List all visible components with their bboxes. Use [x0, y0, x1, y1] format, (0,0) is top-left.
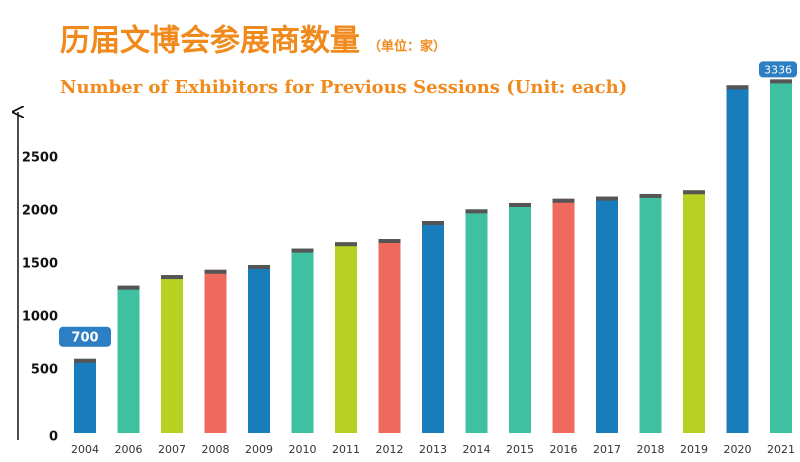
bar-cap [422, 221, 444, 225]
bar [509, 202, 531, 433]
bar-cap [378, 239, 401, 244]
bar-cap [726, 85, 749, 90]
bar-cap [161, 275, 183, 280]
x-tick-label: 2007 [158, 443, 186, 456]
chart-title: 历届文博会参展商数量 [60, 24, 360, 59]
x-tick-label: 2006 [115, 443, 143, 456]
bar-cap [465, 209, 488, 214]
bar-cap [117, 285, 140, 290]
x-tick-label: 2009 [245, 443, 273, 456]
x-tick-label: 2015 [506, 443, 534, 456]
bar [117, 285, 140, 433]
bar-cap [596, 196, 618, 201]
y-tick-label: 1000 [22, 310, 58, 325]
bar [639, 193, 662, 433]
bar [683, 190, 705, 433]
value-label: 3336 [764, 63, 792, 76]
y-tick-label: 0 [49, 430, 58, 445]
x-tick-label: 2013 [419, 443, 447, 456]
y-tick-label: 2000 [22, 204, 58, 219]
bar [161, 275, 183, 433]
x-tick-label: 2019 [680, 443, 708, 456]
bar [596, 196, 618, 433]
bar [204, 269, 227, 433]
bar [726, 85, 749, 433]
y-tick-label: 2500 [22, 151, 58, 166]
bar [291, 248, 314, 433]
bar-cap [74, 358, 96, 363]
bar [770, 79, 792, 433]
x-tick-label: 2010 [289, 443, 317, 456]
bar [422, 221, 444, 433]
bar [465, 209, 488, 433]
value-label: 700 [71, 330, 98, 345]
bar-cap [509, 202, 531, 207]
bar-cap [291, 248, 314, 253]
chart-subtitle: Number of Exhibitors for Previous Sessio… [60, 77, 627, 98]
bar-cap [639, 193, 662, 198]
x-tick-label: 2008 [202, 443, 230, 456]
y-tick-label: 500 [31, 363, 58, 378]
title-unit: （单位：家） [368, 39, 446, 55]
bar-cap [248, 264, 270, 269]
x-tick-label: 2018 [637, 443, 665, 456]
bar-cap [335, 242, 357, 247]
x-tick-label: 2014 [463, 443, 491, 456]
bar [335, 242, 357, 433]
value-label-box [59, 326, 111, 347]
x-tick-label: 2017 [593, 443, 621, 456]
x-tick-label: 2004 [71, 443, 99, 456]
bar [552, 198, 575, 433]
x-tick-label: 2016 [550, 443, 578, 456]
bar [248, 264, 270, 433]
bar-cap [770, 79, 792, 84]
x-tick-label: 2011 [332, 443, 360, 456]
y-tick-label: 1500 [22, 257, 58, 272]
bar-cap [683, 190, 705, 195]
bar-cap [204, 269, 227, 274]
x-tick-label: 2020 [724, 443, 752, 456]
bar [74, 358, 96, 433]
x-tick-label: 2021 [767, 443, 795, 456]
bar [378, 239, 401, 433]
bar-cap [552, 198, 575, 203]
value-label-box [759, 61, 797, 78]
x-tick-label: 2012 [376, 443, 404, 456]
